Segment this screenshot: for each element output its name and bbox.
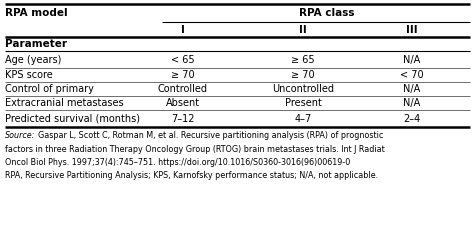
Text: RPA class: RPA class [299,8,354,18]
Text: Control of primary: Control of primary [5,84,94,94]
Text: Oncol Biol Phys. 1997;37(4):745–751. https://doi.org/10.1016/S0360-3016(96)00619: Oncol Biol Phys. 1997;37(4):745–751. htt… [5,158,350,167]
Text: I: I [181,25,185,34]
Text: N/A: N/A [403,84,420,94]
Text: ≥ 65: ≥ 65 [291,54,315,65]
Text: RPA model: RPA model [5,8,68,18]
Text: Controlled: Controlled [158,84,208,94]
Text: N/A: N/A [403,54,420,65]
Text: Gaspar L, Scott C, Rotman M, et al. Recursive partitioning analysis (RPA) of pro: Gaspar L, Scott C, Rotman M, et al. Recu… [38,131,383,140]
Text: 2–4: 2–4 [403,114,420,124]
Text: 7–12: 7–12 [171,114,195,124]
Text: Present: Present [284,98,321,108]
Text: KPS score: KPS score [5,70,53,80]
Text: RPA, Recursive Partitioning Analysis; KPS, Karnofsky performance status; N/A, no: RPA, Recursive Partitioning Analysis; KP… [5,172,378,180]
Text: < 65: < 65 [171,54,195,65]
Text: Parameter: Parameter [5,39,67,49]
Text: Absent: Absent [166,98,200,108]
Text: Extracranial metastases: Extracranial metastases [5,98,124,108]
Text: ≥ 70: ≥ 70 [171,70,195,80]
Text: < 70: < 70 [400,70,424,80]
Text: Uncontrolled: Uncontrolled [272,84,334,94]
Text: III: III [406,25,418,34]
Text: 4–7: 4–7 [294,114,311,124]
Text: II: II [299,25,307,34]
Text: ≥ 70: ≥ 70 [291,70,315,80]
Text: N/A: N/A [403,98,420,108]
Text: Source:: Source: [5,131,36,140]
Text: factors in three Radiation Therapy Oncology Group (RTOG) brain metastases trials: factors in three Radiation Therapy Oncol… [5,145,385,153]
Text: Predicted survival (months): Predicted survival (months) [5,114,140,124]
Text: Age (years): Age (years) [5,54,61,65]
